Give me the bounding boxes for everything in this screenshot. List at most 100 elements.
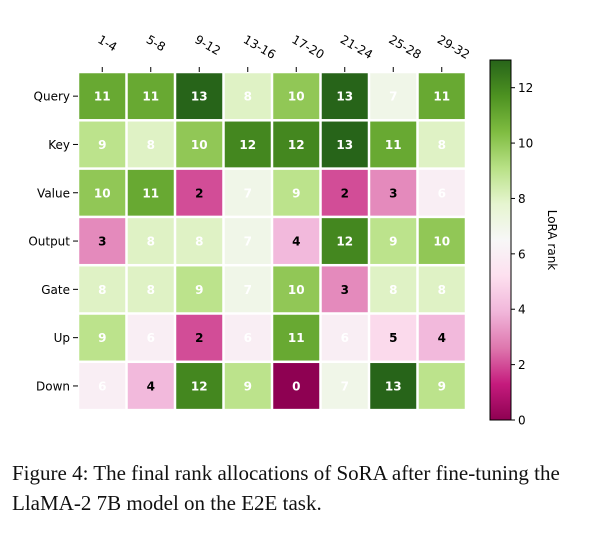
cell-value-label: 7	[244, 186, 252, 200]
cell-value-label: 0	[292, 379, 300, 393]
heatmap-cell	[370, 266, 417, 313]
heatmap-cell	[79, 73, 126, 120]
heatmap-cell	[224, 169, 271, 216]
y-tick-label: Query	[34, 90, 70, 104]
heatmap-cell	[418, 363, 465, 409]
heatmap-cell	[273, 314, 320, 361]
colorbar-tick-label: 12	[518, 81, 533, 95]
cell-value-label: 3	[341, 283, 349, 297]
cell-value-label: 10	[288, 283, 305, 297]
cell-value-label: 11	[385, 138, 402, 152]
heatmap-cell	[273, 169, 320, 216]
heatmap-cell	[127, 218, 174, 264]
cell-value-label: 4	[147, 379, 155, 393]
heatmap-cell	[321, 169, 368, 216]
heatmap-cell	[418, 169, 465, 216]
heatmap-cell	[176, 363, 223, 409]
colorbar: 0 2 4 6 8 10 12 LoRA rank	[489, 59, 559, 428]
heatmap-cell	[273, 266, 320, 313]
cell-value-label: 12	[239, 138, 256, 152]
heatmap-cell	[79, 121, 126, 168]
cell-value-label: 10	[191, 138, 208, 152]
x-tick-label: 17-20	[289, 32, 326, 62]
y-tick-label: Gate	[41, 283, 70, 297]
cell-value-label: 2	[195, 331, 203, 345]
x-tick-label: 13-16	[241, 32, 278, 62]
heatmap-cell	[224, 363, 271, 409]
cell-value-label: 9	[98, 331, 106, 345]
cell-value-label: 7	[244, 235, 252, 249]
cell-value-label: 9	[438, 379, 446, 393]
heatmap-cell	[418, 121, 465, 168]
cell-value-label: 9	[389, 235, 397, 249]
heatmap-cell	[127, 314, 174, 361]
cell-value-label: 3	[389, 186, 397, 200]
cell-value-label: 7	[244, 283, 252, 297]
cell-value-label: 6	[147, 331, 155, 345]
heatmap-cell	[418, 314, 465, 361]
heatmap-cell	[321, 266, 368, 313]
heatmap-cell	[176, 169, 223, 216]
y-tick-label: Down	[36, 379, 70, 393]
heatmap-cell	[176, 266, 223, 313]
colorbar-tick-label: 0	[518, 414, 526, 428]
cell-value-label: 12	[336, 235, 353, 249]
cell-value-label: 8	[147, 283, 155, 297]
colorbar-label: LoRA rank	[545, 210, 559, 271]
cell-value-label: 6	[244, 331, 252, 345]
heatmap-cell	[370, 73, 417, 120]
x-tick-label: 5-8	[144, 32, 168, 54]
cell-value-label: 9	[244, 379, 252, 393]
cell-value-label: 10	[433, 235, 450, 249]
colorbar-tick-label: 8	[518, 192, 526, 206]
cell-value-label: 13	[336, 138, 353, 152]
heatmap-cell	[370, 363, 417, 409]
cell-value-label: 8	[438, 283, 446, 297]
x-tick-label: 1-4	[95, 32, 119, 54]
cell-value-label: 4	[292, 235, 300, 249]
heatmap-cell	[176, 314, 223, 361]
heatmap-cell	[273, 73, 320, 120]
cell-value-label: 11	[433, 90, 450, 104]
figure-caption: Figure 4: The final rank allocations of …	[12, 461, 560, 515]
heatmap-cell	[224, 121, 271, 168]
heatmap-cell	[127, 266, 174, 313]
heatmap-cell	[176, 73, 223, 120]
x-tick-label: 29-32	[435, 32, 472, 62]
cell-value-label: 6	[438, 186, 446, 200]
heatmap-chart: 11 11 13 8 10 13 7 11 9 8 10 12 12 13 11 8 10 11 2 7 9 2 3 6 3 8 8…	[28, 32, 559, 428]
heatmap-cell	[370, 169, 417, 216]
cell-value-label: 8	[147, 138, 155, 152]
heatmap-cell	[176, 218, 223, 264]
heatmap-cell	[127, 73, 174, 120]
colorbar-gradient	[489, 59, 512, 421]
cell-value-label: 11	[142, 186, 159, 200]
cell-value-label: 12	[288, 138, 305, 152]
x-tick-label: 25-28	[386, 32, 423, 62]
cell-value-label: 6	[98, 379, 106, 393]
cell-value-label: 8	[147, 235, 155, 249]
heatmap-cell	[273, 363, 320, 409]
heatmap-cell	[127, 169, 174, 216]
cell-value-label: 2	[195, 186, 203, 200]
cell-value-label: 12	[191, 379, 208, 393]
heatmap-cell	[370, 314, 417, 361]
y-tick-label: Output	[28, 235, 70, 249]
cell-value-label: 9	[292, 186, 300, 200]
heatmap-cell	[418, 218, 465, 264]
cell-value-label: 11	[142, 90, 159, 104]
heatmap-cell	[224, 73, 271, 120]
colorbar-tick-label: 2	[518, 358, 526, 372]
cell-value-label: 8	[438, 138, 446, 152]
cell-value-label: 6	[341, 331, 349, 345]
heatmap-cell	[79, 314, 126, 361]
x-tick-label: 9-12	[192, 32, 223, 58]
x-axis: 1-4 5-8 9-12 13-16 17-20 21-24 25-28 29-32	[95, 32, 472, 72]
heatmap-cells: 11 11 13 8 10 13 7 11 9 8 10 12 12 13 11 8 10 11 2 7 9 2 3 6 3 8 8…	[79, 73, 465, 409]
heatmap-cell	[79, 218, 126, 264]
cell-value-label: 9	[98, 138, 106, 152]
cell-value-label: 9	[195, 283, 203, 297]
cell-value-label: 8	[98, 283, 106, 297]
cell-value-label: 8	[244, 90, 252, 104]
heatmap-cell	[273, 218, 320, 264]
